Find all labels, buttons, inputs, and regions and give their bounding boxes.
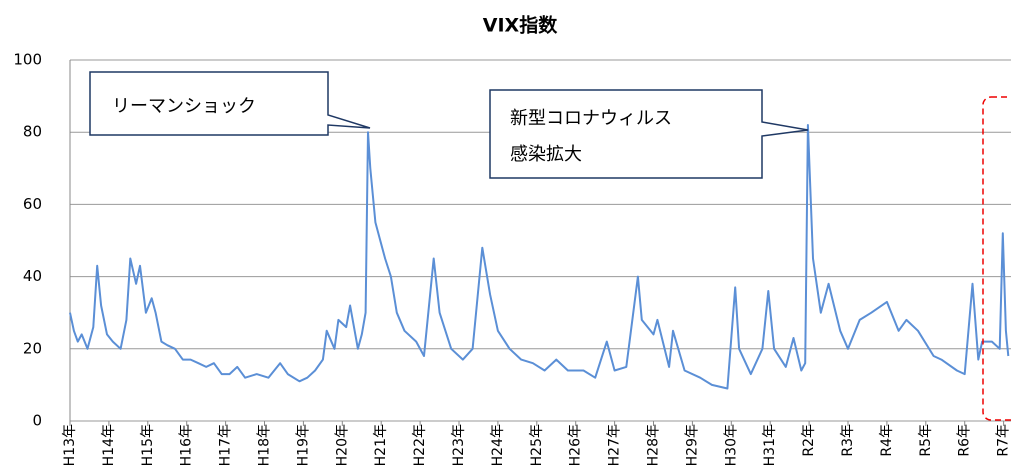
x-tick-label: R4年 <box>879 424 895 457</box>
x-tick-label: R2年 <box>801 424 817 457</box>
y-tick-label: 60 <box>23 195 42 213</box>
x-tick-label: H21年 <box>373 424 389 466</box>
x-tick-label: H29年 <box>684 424 700 466</box>
x-tick-label: H24年 <box>490 424 506 466</box>
x-tick-label: R5年 <box>918 424 934 457</box>
x-tick-label: H22年 <box>412 424 428 466</box>
annotation: 新型コロナウィルス <box>510 108 672 129</box>
highlight-box <box>982 96 1011 421</box>
x-tick-label: H26年 <box>568 424 584 466</box>
x-tick-label: H23年 <box>451 424 467 466</box>
x-tick-label: H13年 <box>62 424 78 466</box>
x-tick-label: H17年 <box>218 424 234 466</box>
x-tick-label: H20年 <box>334 424 350 466</box>
chart-title: VIX指数 <box>483 14 558 37</box>
y-tick-label: 0 <box>32 412 42 430</box>
y-tick-label: 80 <box>23 123 42 141</box>
x-tick-label: H31年 <box>762 424 778 466</box>
x-tick-label: R3年 <box>840 424 856 457</box>
callout-box <box>489 89 809 179</box>
plot <box>69 124 1010 390</box>
y-tick-label: 40 <box>23 267 42 285</box>
x-tick-label: H25年 <box>529 424 545 466</box>
annotation: リーマンショック <box>112 96 256 117</box>
y-tick-label: 20 <box>23 339 42 357</box>
x-tick-label: H15年 <box>140 424 156 466</box>
x-tick-label: H14年 <box>101 424 117 466</box>
x-tick-label: H27年 <box>607 424 623 466</box>
y-tick-label: 100 <box>13 51 42 69</box>
x-tick-label: H16年 <box>179 424 195 466</box>
x-tick-label: H28年 <box>646 424 662 466</box>
callout: 新型コロナウィルス 感染拡大 <box>489 89 809 179</box>
x-tick-label: H30年 <box>723 424 739 466</box>
callout-box <box>89 71 371 136</box>
x-tick-label: R6年 <box>957 424 973 457</box>
series-line <box>69 124 1010 390</box>
x-tick-label: H19年 <box>295 424 311 466</box>
annotation: 感染拡大 <box>510 144 582 165</box>
callout: リーマンショック <box>89 71 371 136</box>
x-tick-label: H18年 <box>257 424 273 466</box>
x-tick-label: R7年 <box>996 424 1011 457</box>
